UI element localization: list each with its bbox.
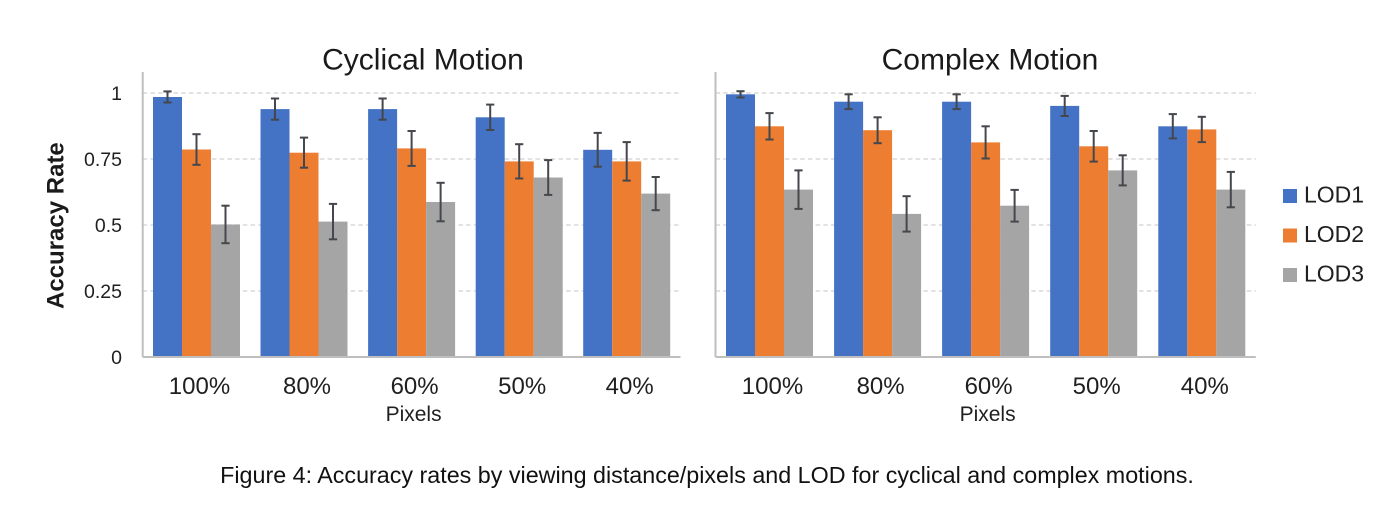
svg-text:0: 0 [111, 347, 122, 369]
svg-text:Figure 4: Accuracy rates by vi: Figure 4: Accuracy rates by viewing dist… [220, 462, 1194, 488]
svg-text:0.25: 0.25 [84, 281, 122, 303]
svg-text:60%: 60% [965, 373, 1013, 400]
svg-text:Pixels: Pixels [386, 403, 442, 426]
svg-text:Pixels: Pixels [960, 403, 1016, 426]
svg-text:50%: 50% [1073, 373, 1121, 400]
svg-text:100%: 100% [742, 373, 803, 400]
svg-text:80%: 80% [283, 373, 331, 400]
svg-text:LOD2: LOD2 [1304, 221, 1364, 247]
svg-text:80%: 80% [857, 373, 905, 400]
svg-text:Cyclical Motion: Cyclical Motion [322, 44, 524, 77]
svg-text:40%: 40% [1181, 373, 1229, 400]
svg-text:40%: 40% [606, 373, 654, 400]
svg-text:0.5: 0.5 [95, 215, 122, 237]
svg-text:0.75: 0.75 [84, 149, 122, 171]
svg-text:Accuracy Rate: Accuracy Rate [43, 142, 70, 309]
svg-text:50%: 50% [498, 373, 546, 400]
svg-text:60%: 60% [391, 373, 439, 400]
svg-text:100%: 100% [169, 373, 230, 400]
svg-text:Complex Motion: Complex Motion [882, 44, 1099, 77]
svg-text:LOD1: LOD1 [1304, 182, 1364, 208]
svg-text:1: 1 [111, 83, 122, 105]
svg-text:LOD3: LOD3 [1304, 261, 1364, 287]
